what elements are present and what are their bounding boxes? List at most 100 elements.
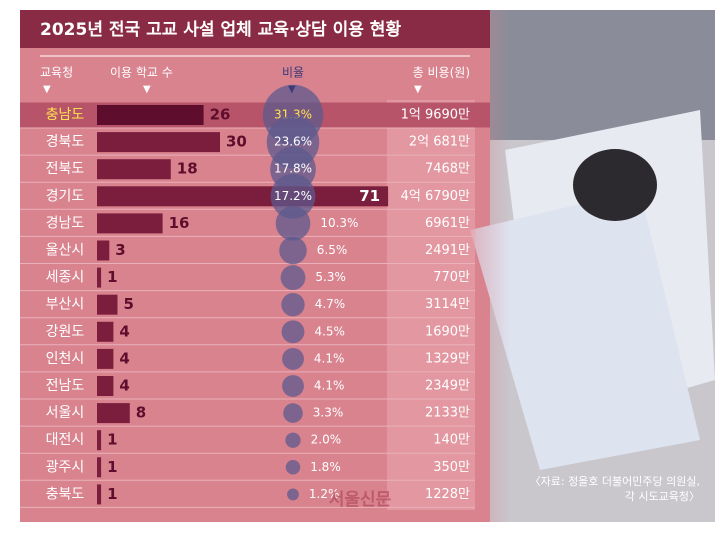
ratio-bubble xyxy=(282,375,304,397)
bar xyxy=(97,132,220,153)
bar xyxy=(97,403,130,424)
cost-label: 1329만 xyxy=(425,351,470,366)
bar xyxy=(97,484,102,505)
category-label: 충북도 xyxy=(46,486,85,502)
source: 〈자료: 정을호 더불어민주당 의원실, 각 시도교육청〉 xyxy=(530,475,700,503)
cost-label: 1690만 xyxy=(425,324,470,339)
bar xyxy=(97,321,114,342)
bar xyxy=(97,105,204,125)
bar-label: 4 xyxy=(119,377,129,395)
cost-label: 2억 681만 xyxy=(409,135,470,150)
category-label: 울산시 xyxy=(46,243,85,259)
bar xyxy=(97,294,118,315)
ratio-label: 23.6% xyxy=(274,135,312,149)
ratio-bubble xyxy=(283,403,303,423)
cost-label: 140만 xyxy=(433,433,470,448)
bar xyxy=(97,457,102,478)
category-label: 대전시 xyxy=(46,432,85,448)
cost-label: 4억 6790만 xyxy=(401,189,470,204)
column-header: 이용 학교 수 xyxy=(110,66,173,80)
column-header: 교육청 xyxy=(40,66,73,80)
category-label: 경북도 xyxy=(46,134,85,150)
bar-label: 1 xyxy=(107,431,117,449)
category-label: 경기도 xyxy=(46,188,85,204)
ratio-label: 10.3% xyxy=(320,216,358,230)
bar-label: 18 xyxy=(177,160,198,178)
cost-label: 3114만 xyxy=(425,297,470,312)
cost-label: 6961만 xyxy=(425,216,470,231)
bar xyxy=(97,159,171,180)
bar-label: 4 xyxy=(119,349,129,367)
category-label: 경남도 xyxy=(46,215,85,231)
cost-label: 1억 9690만 xyxy=(401,108,470,123)
ratio-label: 4.7% xyxy=(315,297,346,311)
ratio-bubble xyxy=(285,432,301,448)
bar-label: 1 xyxy=(107,268,117,286)
cost-label: 2133만 xyxy=(425,406,470,421)
photo xyxy=(430,10,715,522)
category-label: 인천시 xyxy=(46,351,85,367)
bar xyxy=(97,430,102,451)
arrow: ▼ xyxy=(288,84,296,95)
title-bar xyxy=(20,10,490,48)
ratio-label: 17.2% xyxy=(274,189,312,203)
ratio-bubble xyxy=(275,206,311,241)
category-label: 광주시 xyxy=(46,459,85,475)
ratio-label: 5.3% xyxy=(315,270,346,284)
ratio-bubble xyxy=(270,173,316,219)
ratio-label: 1.2% xyxy=(309,487,340,501)
ratio-bubble xyxy=(285,460,301,475)
ratio-label: 17.8% xyxy=(274,162,312,176)
category-label: 부산시 xyxy=(46,297,85,313)
category-label: 서울시 xyxy=(46,405,85,421)
column-header: 비율 xyxy=(282,66,304,80)
category-label: 전남도 xyxy=(46,378,85,394)
arrow: ▼ xyxy=(43,84,51,95)
bar-label: 71 xyxy=(359,187,380,205)
bar-label: 1 xyxy=(107,485,117,503)
bar-label: 8 xyxy=(136,404,146,422)
ratio-bubble xyxy=(280,265,306,291)
bar xyxy=(97,213,163,234)
ratio-label: 2.0% xyxy=(311,433,342,447)
ratio-bubble xyxy=(281,292,305,317)
category-label: 충남도 xyxy=(46,107,85,123)
category-label: 세종시 xyxy=(46,270,85,286)
chart-title: 2025년 전국 고교 사설 업체 교육·상담 이용 현황 xyxy=(40,20,401,40)
ratio-bubble xyxy=(279,236,307,265)
ratio-label: 6.5% xyxy=(317,243,348,257)
column-header: 총 비용(원) xyxy=(413,66,470,80)
bar xyxy=(97,240,110,261)
arrow: ▼ xyxy=(143,84,151,95)
credit: 서울신문 xyxy=(329,490,392,510)
ratio-label: 1.8% xyxy=(310,460,341,474)
cost-label: 1228만 xyxy=(425,487,470,502)
arrow: ▼ xyxy=(414,84,422,95)
bar-label: 3 xyxy=(115,241,125,259)
bar xyxy=(97,267,102,288)
bar-label: 30 xyxy=(226,133,247,151)
bar xyxy=(97,186,389,207)
bar-label: 16 xyxy=(169,214,190,232)
category-label: 강원도 xyxy=(46,324,85,340)
ratio-bubble xyxy=(282,347,304,370)
bar xyxy=(97,348,114,369)
ratio-label: 4.1% xyxy=(314,379,345,393)
cost-label: 350만 xyxy=(433,460,470,475)
ratio-bubble xyxy=(281,320,305,344)
ratio-label: 4.5% xyxy=(314,324,345,338)
cost-label: 2491만 xyxy=(425,243,470,258)
bar-label: 1 xyxy=(107,458,117,476)
ratio-bubble xyxy=(287,488,299,501)
bar-label: 4 xyxy=(119,322,129,340)
bar xyxy=(97,376,114,396)
bar-label: 26 xyxy=(210,106,231,124)
cost-label: 7468만 xyxy=(425,162,470,177)
cost-label: 2349만 xyxy=(425,379,470,394)
cost-label: 770만 xyxy=(433,270,470,285)
ratio-label: 4.1% xyxy=(314,351,345,365)
ratio-label: 3.3% xyxy=(313,406,344,420)
category-label: 전북도 xyxy=(46,161,85,177)
cost-column xyxy=(387,100,475,510)
